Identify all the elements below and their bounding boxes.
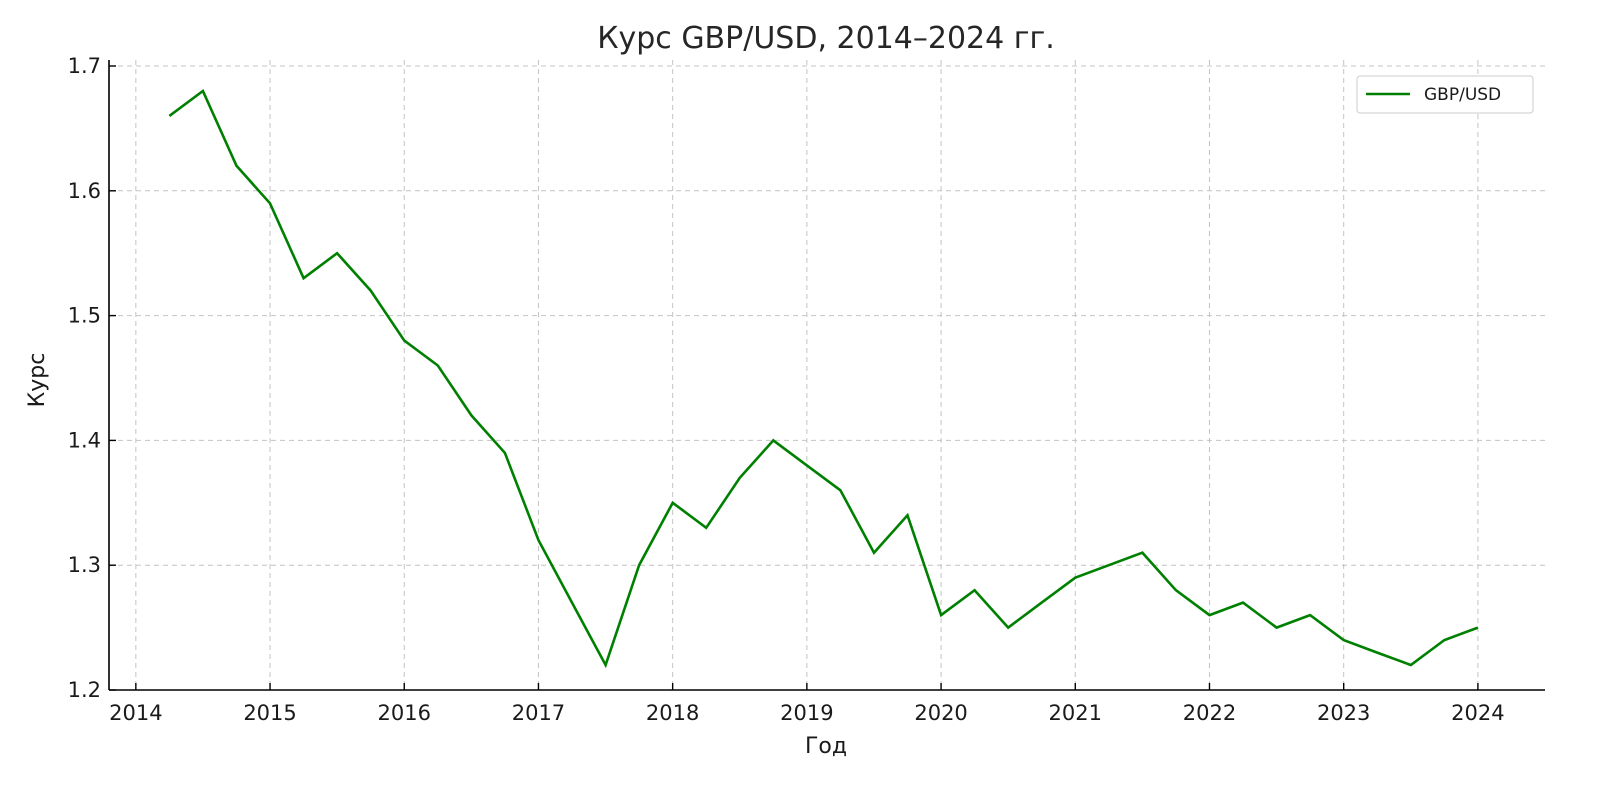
series-line xyxy=(168,88,1479,669)
grid-layer xyxy=(109,60,1545,691)
y-axis-title: Курс xyxy=(25,353,50,408)
y-tick-label: 1.4 xyxy=(68,428,101,452)
x-tick-label: 2021 xyxy=(1049,701,1102,725)
legend-label: GBP/USD xyxy=(1424,85,1501,105)
x-tick-label: 2022 xyxy=(1183,701,1236,725)
y-ticks: 1.2 1.3 1.4 1.5 1.6 1.7 xyxy=(68,54,116,702)
legend: GBP/USD xyxy=(1356,75,1534,114)
x-tick-label: 2017 xyxy=(512,701,565,725)
y-tick-label: 1.7 xyxy=(68,54,101,78)
x-tick-label: 2018 xyxy=(646,701,699,725)
x-ticks: 2014 2015 2016 2017 2018 2019 2020 2021 2022 2023… xyxy=(109,683,1505,725)
x-tick-label: 2015 xyxy=(243,701,296,725)
y-tick-label: 1.6 xyxy=(68,179,101,203)
x-tick-label: 2019 xyxy=(780,701,833,725)
x-tick-label: 2023 xyxy=(1317,701,1370,725)
y-tick-label: 1.5 xyxy=(68,304,101,328)
x-tick-label: 2024 xyxy=(1451,701,1504,725)
legend-box xyxy=(1356,75,1534,114)
y-tick-label: 1.2 xyxy=(68,678,101,702)
x-axis-title: Год xyxy=(805,734,847,759)
chart-title: Курс GBP/USD, 2014–2024 гг. xyxy=(597,21,1055,56)
y-tick-label: 1.3 xyxy=(68,553,101,577)
x-tick-label: 2020 xyxy=(914,701,967,725)
x-tick-label: 2014 xyxy=(109,701,162,725)
x-tick-label: 2016 xyxy=(378,701,431,725)
series-layer xyxy=(168,88,1479,669)
axes-layer xyxy=(108,60,1545,691)
